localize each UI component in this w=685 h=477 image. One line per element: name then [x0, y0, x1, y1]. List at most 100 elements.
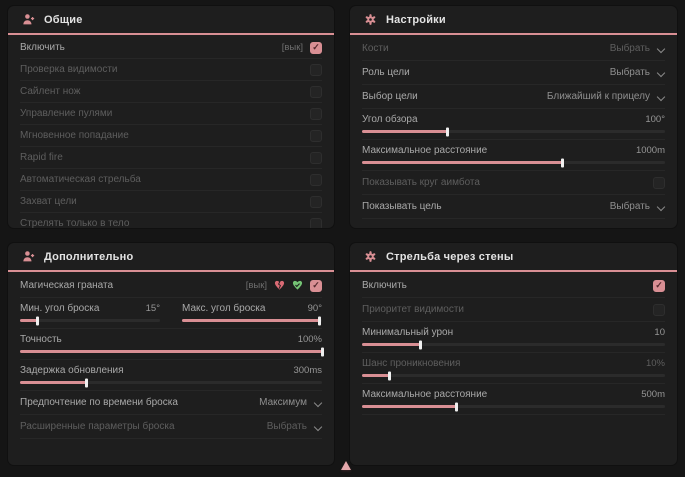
target-role-dropdown[interactable]: Выбрать [610, 67, 665, 78]
slider-handle[interactable] [418, 340, 422, 349]
checkbox-row-enable-wallbang: Включить [362, 274, 665, 298]
checkbox-row-instant-hit: Мгновенное попадание [20, 125, 322, 147]
dropdown-value: Выбрать [266, 421, 307, 432]
row-label: Включить [362, 280, 407, 291]
checkbox-row-rapid-fire: Rapid fire [20, 147, 322, 169]
slider-value: 15° [145, 302, 160, 314]
row-label: Угол обзора [362, 113, 418, 125]
chevron-down-icon [658, 202, 665, 209]
checkbox-row-visibility-check: Проверка видимости [20, 59, 322, 81]
person-icon [22, 250, 35, 263]
panel-title: Дополнительно [44, 250, 134, 263]
row-label: Расширенные параметры броска [20, 421, 175, 432]
slider-fill [362, 402, 458, 411]
body-only-checkbox[interactable] [310, 217, 322, 228]
auto-fire-checkbox[interactable] [310, 173, 322, 186]
row-label: Проверка видимости [20, 64, 118, 75]
checkbox-row-visibility-priority: Приоритет видимости [362, 298, 665, 322]
slider-row-min-throw-angle: Мин. угол броска 15° [20, 298, 160, 328]
show-aimbot-circle-checkbox[interactable] [653, 176, 665, 189]
row-label: Кости [362, 43, 389, 54]
checkbox-row-magic-grenade: Магическая граната [вык] [20, 274, 322, 298]
target-selection-dropdown[interactable]: Ближайший к прицелу [547, 91, 665, 102]
enable-checkbox[interactable] [310, 41, 322, 54]
min-damage-slider[interactable] [362, 340, 665, 349]
slider-handle[interactable] [35, 316, 39, 325]
checkbox-row-bullet-control: Управление пулями [20, 103, 322, 125]
panel-wallbang-header: Стрельба через стены [350, 243, 677, 270]
target-lock-checkbox[interactable] [310, 195, 322, 208]
accuracy-slider[interactable] [20, 347, 324, 356]
dropdown-row-target-role: Роль цели Выбрать [362, 61, 665, 85]
row-label: Стрелять только в тело [20, 218, 130, 228]
throw-time-preference-dropdown[interactable]: Максимум [259, 397, 322, 408]
bullet-control-checkbox[interactable] [310, 107, 322, 120]
row-label: Приоритет видимости [362, 304, 465, 315]
update-delay-slider[interactable] [20, 378, 322, 387]
panel-title: Стрельба через стены [386, 250, 514, 263]
penetration-chance-slider[interactable] [362, 371, 665, 380]
silent-knife-checkbox[interactable] [310, 85, 322, 98]
advanced-throw-params-dropdown[interactable]: Выбрать [267, 421, 322, 432]
chevron-down-icon [658, 68, 665, 75]
broken-heart-icon[interactable] [274, 280, 285, 291]
row-label: Мин. угол броска [20, 302, 100, 314]
slider-handle[interactable] [445, 127, 449, 136]
panel-accent-rule [350, 33, 677, 35]
dropdown-value: Выбрать [609, 67, 650, 78]
slider-value: 10% [645, 357, 665, 369]
gear-icon [364, 250, 377, 263]
row-label: Показывать круг аимбота [362, 177, 480, 188]
row-label: Показывать цель [362, 201, 442, 212]
max-distance-wallbang-slider[interactable] [362, 402, 665, 411]
wallbang-enable-checkbox[interactable] [653, 279, 665, 292]
checkbox-row-body-only: Стрелять только в тело [20, 213, 322, 228]
slider-handle[interactable] [321, 347, 324, 356]
dropdown-row-bones: Кости Выбрать [362, 37, 665, 61]
checkbox-row-show-aimbot-circle: Показывать круг аимбота [362, 171, 665, 195]
row-label: Магическая граната [20, 280, 114, 291]
slider-value: 100° [645, 113, 665, 125]
dropdown-row-throw-time-preference: Предпочтение по времени броска Максимум [20, 391, 322, 415]
slider-fill [182, 316, 322, 325]
slider-row-max-distance-wallbang: Максимальное расстояние 500m [362, 384, 665, 415]
visibility-check-checkbox[interactable] [310, 63, 322, 76]
panel-settings: Настройки Кости Выбрать Роль цели Выбрат… [350, 6, 677, 228]
instant-hit-checkbox[interactable] [310, 129, 322, 142]
max-throw-angle-slider[interactable] [182, 316, 322, 325]
panel-accent-rule [8, 270, 334, 272]
row-label: Максимальное расстояние [362, 144, 488, 156]
row-label: Предпочтение по времени броска [20, 397, 178, 408]
panel-title: Настройки [386, 13, 446, 26]
magic-grenade-checkbox[interactable] [310, 279, 322, 292]
rapid-fire-checkbox[interactable] [310, 151, 322, 164]
slider-handle[interactable] [85, 378, 89, 387]
slider-handle[interactable] [318, 316, 322, 325]
dropdown-row-target-selection: Выбор цели Ближайший к прицелу [362, 85, 665, 109]
slider-value: 90° [307, 302, 322, 314]
panel-general: Общие Включить [вык] Проверка видимости … [8, 6, 334, 228]
slider-fill [20, 347, 324, 356]
dropdown-value: Выбрать [609, 201, 650, 212]
show-target-dropdown[interactable]: Выбрать [610, 201, 665, 212]
slider-value: 10 [654, 326, 665, 338]
slider-handle[interactable] [388, 371, 392, 380]
max-distance-slider[interactable] [362, 158, 665, 167]
heart-check-icon[interactable] [292, 280, 303, 291]
gear-icon [364, 13, 377, 26]
dropdown-value: Максимум [259, 397, 307, 408]
panel-accent-rule [350, 270, 677, 272]
bones-dropdown[interactable]: Выбрать [610, 43, 665, 54]
slider-value: 300ms [293, 364, 322, 376]
mouse-cursor [340, 461, 352, 473]
slider-row-fov: Угол обзора 100° [362, 109, 665, 140]
row-label: Роль цели [362, 67, 410, 78]
slider-fill [362, 371, 392, 380]
slider-handle[interactable] [560, 158, 564, 167]
fov-slider[interactable] [362, 127, 665, 136]
visibility-priority-checkbox[interactable] [653, 303, 665, 316]
slider-row-min-damage: Минимальный урон 10 [362, 322, 665, 353]
row-label: Автоматическая стрельба [20, 174, 141, 185]
min-throw-angle-slider[interactable] [20, 316, 160, 325]
slider-handle[interactable] [454, 402, 458, 411]
